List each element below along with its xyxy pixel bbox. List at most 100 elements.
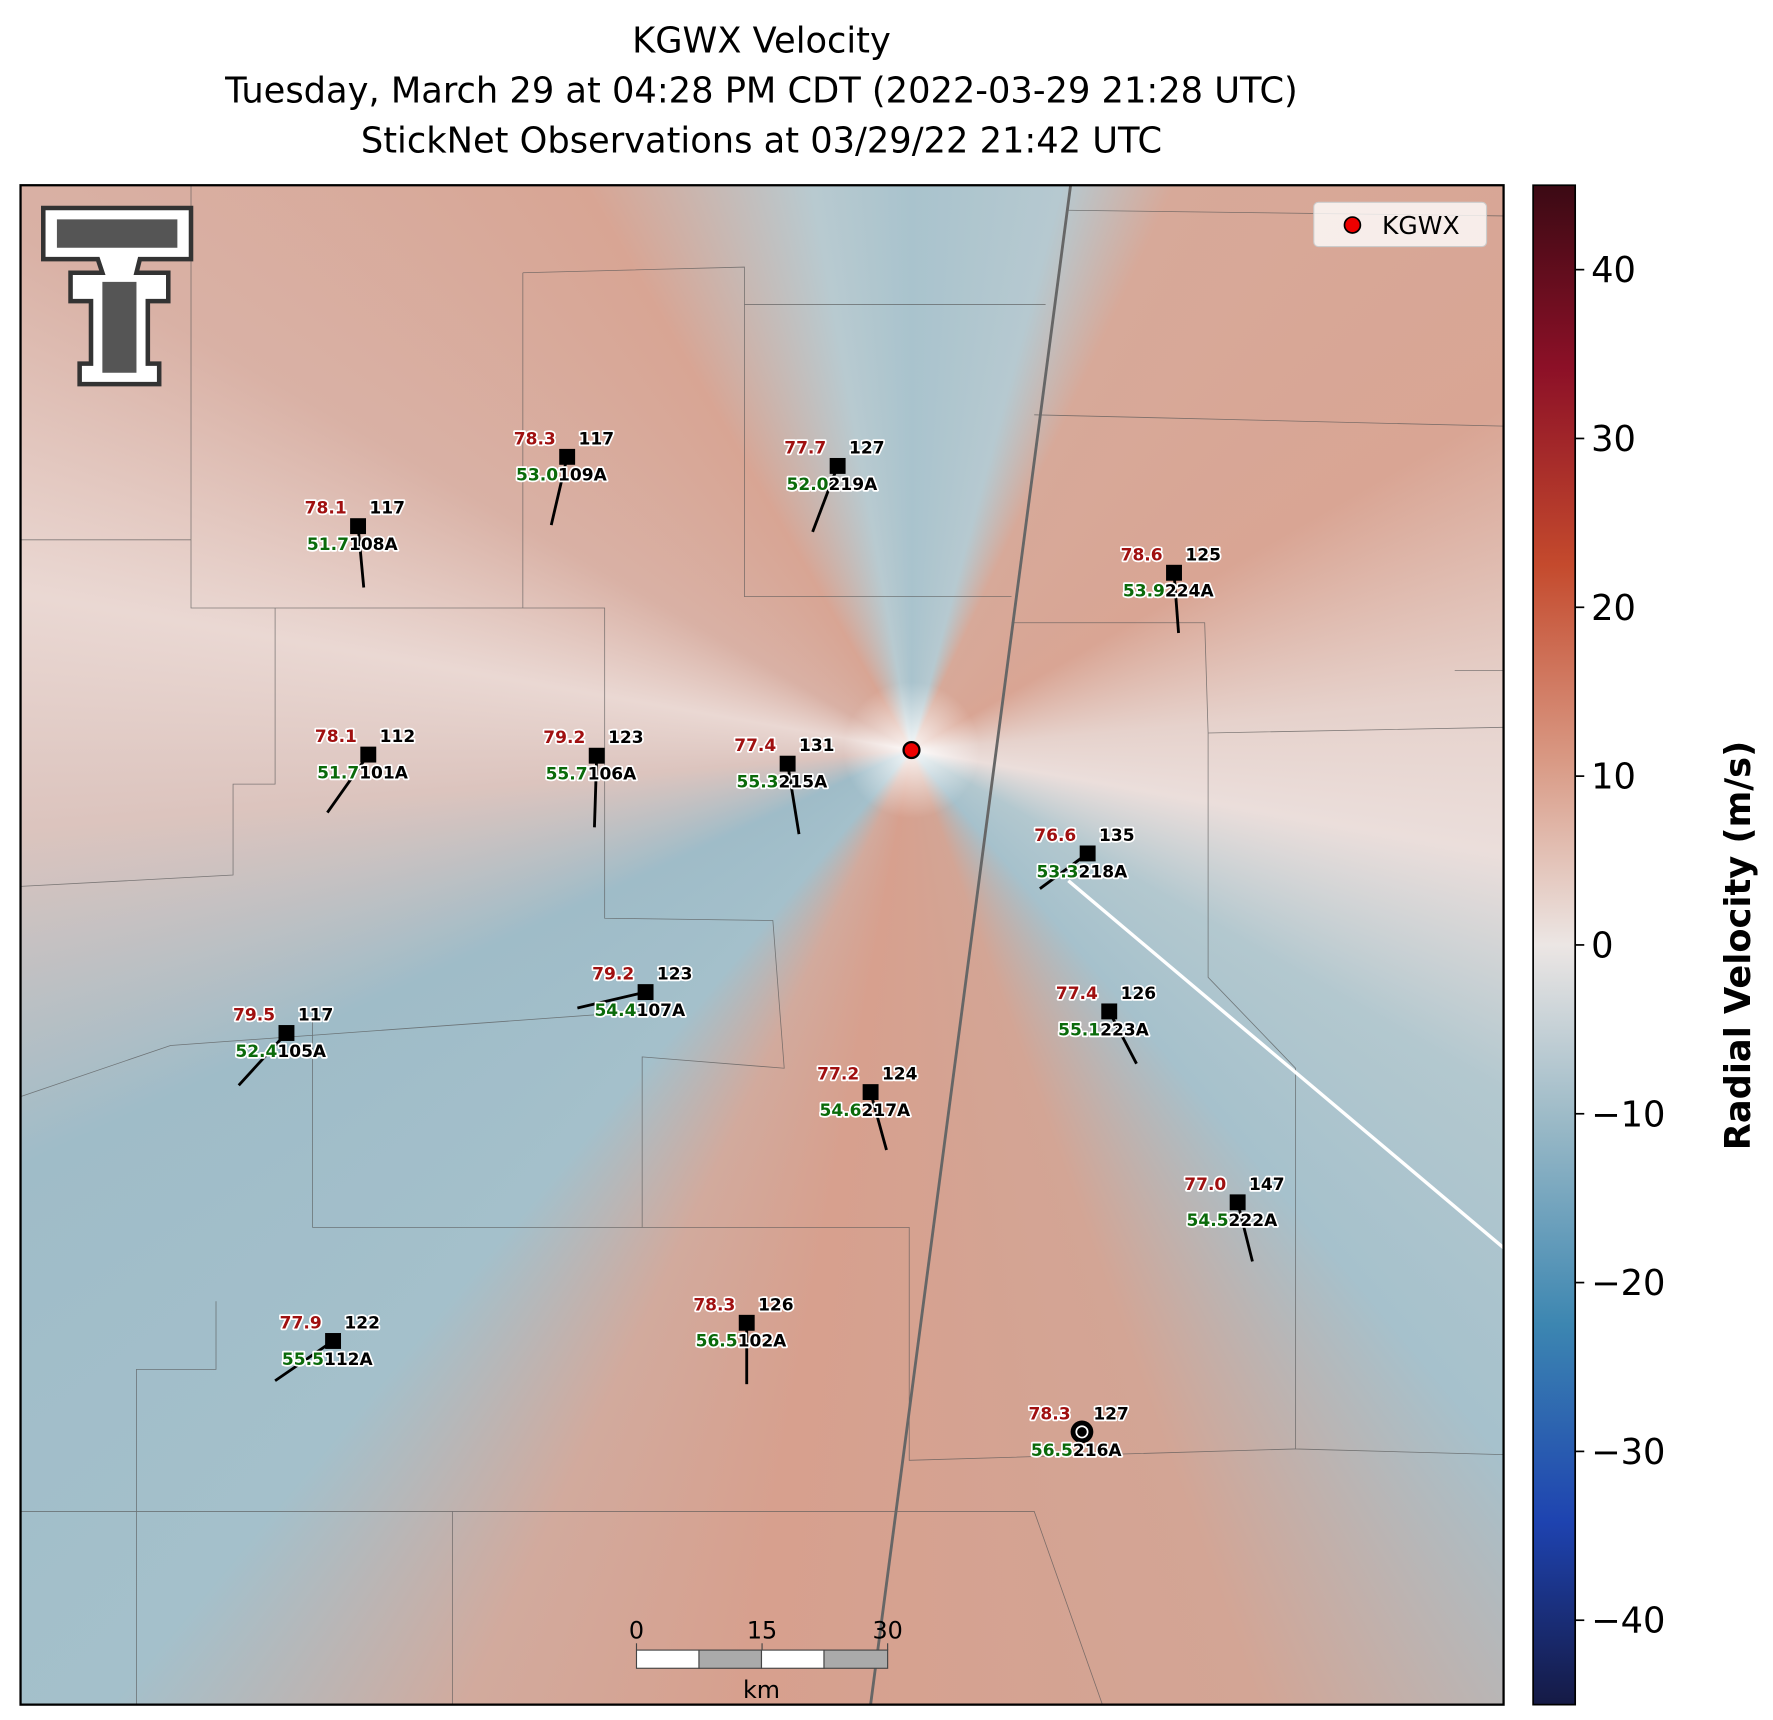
scale-bar: km 0 15 30 <box>629 1617 903 1704</box>
station-value: 131 <box>799 736 835 756</box>
station-value: 123 <box>608 728 644 748</box>
station-value: 147 <box>1249 1175 1285 1195</box>
radar-field <box>20 185 1504 1705</box>
temperature: 79.5 <box>233 1006 275 1026</box>
wind-barb <box>1236 1201 1254 1262</box>
station-value: 125 <box>1185 545 1221 565</box>
station-value: 112 <box>380 727 416 747</box>
dewpoint: 52.0 <box>787 475 829 495</box>
station-marker <box>325 1333 342 1349</box>
legend-label: KGWX <box>1382 211 1460 240</box>
dewpoint: 55.3 <box>737 773 779 793</box>
station-value: 126 <box>1121 984 1157 1004</box>
wind-barb <box>786 763 801 835</box>
station-id: 109A <box>558 466 608 486</box>
station-id: 106A <box>588 765 638 785</box>
station-value: 117 <box>369 499 405 519</box>
station-marker <box>1079 845 1096 862</box>
temperature: 78.3 <box>1029 1404 1071 1424</box>
wind-barb <box>1172 572 1180 634</box>
wind-barb <box>1039 852 1089 890</box>
station-value: 122 <box>344 1313 380 1333</box>
dewpoint: 51.7 <box>307 535 349 555</box>
scale-segment <box>698 1649 763 1669</box>
dewpoint: 54.6 <box>819 1101 861 1121</box>
dewpoint: 55.1 <box>1058 1020 1100 1040</box>
map-frame <box>19 184 1505 1706</box>
colorbar-tick-label: 20 <box>1591 588 1636 629</box>
wind-barb <box>869 1091 888 1151</box>
scale-segment <box>823 1649 889 1669</box>
station-id: 107A <box>636 1001 686 1021</box>
temperature: 78.3 <box>514 429 556 449</box>
temperature: 79.2 <box>543 728 585 748</box>
temperature: 76.6 <box>1034 826 1076 846</box>
temperature: 78.1 <box>315 727 357 747</box>
temperature: 78.1 <box>305 499 347 519</box>
legend-box <box>1313 201 1488 248</box>
dewpoint: 55.5 <box>282 1350 324 1370</box>
colorbar-tick-label: 10 <box>1591 757 1636 798</box>
station-marker <box>559 448 576 465</box>
dewpoint: 53.3 <box>1037 862 1079 882</box>
station-value: 117 <box>298 1006 334 1026</box>
dewpoint: 53.9 <box>1123 582 1165 602</box>
station-id: 224A <box>1165 582 1215 602</box>
radial-artifact <box>1067 879 1505 1250</box>
colorbar-tick-label: 40 <box>1591 250 1636 291</box>
station-marker <box>1101 1003 1118 1020</box>
scale-segment <box>635 1649 700 1669</box>
station-value: 124 <box>882 1065 918 1085</box>
station-id: 215A <box>779 773 829 793</box>
colorbar-tick-label: −10 <box>1591 1094 1665 1135</box>
temperature: 79.2 <box>592 965 634 985</box>
station-id: 222A <box>1229 1211 1279 1231</box>
station-marker <box>278 1025 295 1041</box>
station-marker <box>1229 1194 1246 1211</box>
title-line: StickNet Observations at 03/29/22 21:42 … <box>361 120 1162 161</box>
temperature: 78.6 <box>1121 545 1163 565</box>
station-value: 127 <box>1093 1404 1129 1424</box>
scale-tick-label: 30 <box>872 1617 902 1645</box>
station-marker-ring <box>1075 1425 1089 1439</box>
temperature: 77.9 <box>280 1313 322 1333</box>
scale-tick-label: 0 <box>629 1617 644 1645</box>
wind-barb <box>1107 1010 1138 1065</box>
scale-unit: km <box>743 1676 780 1704</box>
colorbar-ramp <box>1532 184 1577 1706</box>
legend-marker <box>1343 216 1362 234</box>
station-id: 218A <box>1079 862 1129 882</box>
station-id: 219A <box>829 475 879 495</box>
station-value: 135 <box>1099 826 1135 846</box>
temperature: 77.0 <box>1184 1175 1226 1195</box>
colorbar-tick-label: −40 <box>1591 1601 1665 1642</box>
highway <box>869 185 1073 1705</box>
wind-barb <box>549 456 569 526</box>
county-lines <box>20 185 1504 1705</box>
station-id: 223A <box>1100 1020 1150 1040</box>
station-marker <box>637 984 654 1001</box>
station-marker <box>779 755 796 772</box>
station-id: 105A <box>277 1042 327 1062</box>
station-marker <box>738 1314 755 1331</box>
title-line: Tuesday, March 29 at 04:28 PM CDT (2022-… <box>224 70 1298 111</box>
station-marker <box>350 518 367 535</box>
station-id: 217A <box>861 1101 911 1121</box>
title: KGWX Velocity Tuesday, March 29 at 04:28… <box>224 20 1298 161</box>
dewpoint: 54.5 <box>1187 1211 1229 1231</box>
station-value: 126 <box>758 1295 794 1315</box>
temperature: 78.3 <box>693 1295 735 1315</box>
station-id: 101A <box>359 763 409 783</box>
dewpoint: 54.4 <box>594 1001 636 1021</box>
dewpoint: 51.7 <box>317 763 359 783</box>
title-line: KGWX Velocity <box>632 20 891 61</box>
station-marker <box>1070 1420 1094 1444</box>
station-value: 127 <box>849 438 885 458</box>
temperature: 77.7 <box>784 438 826 458</box>
wind-barb <box>237 1032 288 1087</box>
dewpoint: 56.5 <box>1031 1441 1073 1461</box>
station-marker <box>360 746 377 763</box>
temperature: 77.4 <box>734 736 776 756</box>
radar-site <box>902 740 921 760</box>
